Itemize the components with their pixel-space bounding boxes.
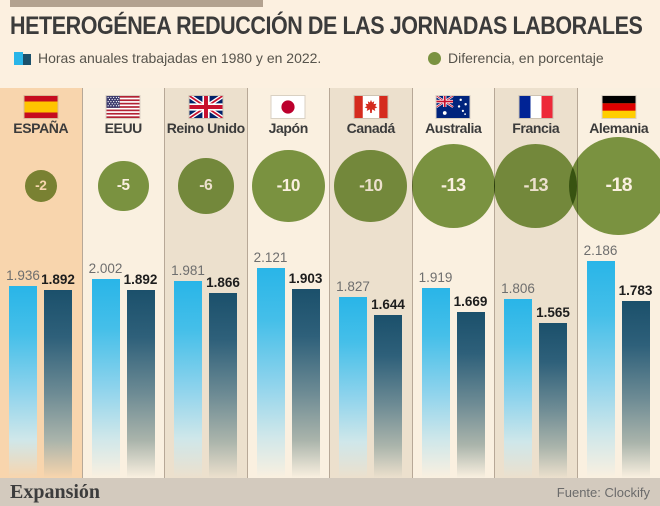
difference-circle: -18	[569, 136, 660, 236]
value-label-1980: 1.936	[6, 268, 40, 283]
difference-circle: -10	[251, 149, 325, 223]
value-label-2022: 1.892	[123, 272, 158, 287]
flag-canada-icon	[354, 96, 388, 118]
swatch-2022-icon	[23, 53, 31, 65]
value-label-2022: 1.669	[453, 294, 488, 309]
value-label-2022: 1.903	[288, 271, 323, 286]
top-accent-bar	[10, 0, 263, 7]
value-label-1980: 1.827	[336, 279, 370, 294]
legend-hours: Horas anuales trabajadas en 1980 y en 20…	[14, 50, 321, 66]
bar-2022	[456, 312, 485, 478]
page-title: HETEROGÉNEA REDUCCIÓN DE LAS JORNADAS LA…	[10, 12, 643, 40]
brand-logo: Expansión	[10, 481, 101, 503]
bar-1980	[256, 268, 285, 478]
value-label-1980: 2.186	[583, 243, 618, 258]
country-label: Reino Unido	[166, 120, 245, 136]
flag-germany-icon	[602, 96, 636, 118]
flag-uk-icon	[189, 96, 223, 118]
difference-circle: -6	[177, 158, 234, 214]
bar-2022	[539, 323, 567, 478]
bar-2022	[44, 290, 72, 478]
bar-2022	[291, 289, 320, 478]
bar-1980	[339, 297, 367, 478]
difference-circle: -13	[411, 144, 495, 228]
value-label-2022: 1.644	[371, 297, 405, 312]
country-label: Alemania	[589, 120, 649, 136]
country-column-germany: Alemania -18 2.186 1.783	[569, 88, 660, 478]
country-label: Japón	[268, 120, 309, 136]
flag-australia-icon	[436, 96, 470, 118]
difference-circle: -2	[24, 170, 57, 202]
difference-circle: -13	[494, 144, 578, 228]
difference-dot-icon	[428, 51, 441, 65]
source-credit: Fuente: Clockify	[556, 485, 650, 500]
difference-circle: -5	[97, 160, 149, 212]
value-label-2022: 1.892	[41, 272, 75, 287]
bar-2022	[374, 315, 402, 478]
country-label: Canadá	[346, 120, 396, 136]
country-column-japan: Japón -10 2.121 1.903	[247, 88, 330, 478]
bar-2022	[209, 293, 237, 478]
bar-1980	[586, 261, 615, 478]
country-column-australia: Australia -13 1.919 1.669	[411, 88, 495, 478]
value-label-2022: 1.866	[206, 275, 240, 290]
value-label-1980: 1.919	[418, 270, 453, 285]
bar-2022	[126, 290, 155, 478]
legend-difference: Diferencia, en porcentaje	[428, 50, 604, 66]
bar-swatch-pair-icon	[14, 51, 31, 65]
footer: Expansión Fuente: Clockify	[0, 478, 660, 506]
country-label: Francia	[512, 120, 560, 136]
flag-japan-icon	[271, 96, 305, 118]
bar-1980	[91, 279, 120, 478]
flag-france-icon	[519, 96, 553, 118]
legend-hours-label: Horas anuales trabajadas en 1980 y en 20…	[38, 50, 322, 66]
bar-1980	[9, 286, 37, 478]
bar-1980	[421, 288, 450, 478]
country-label: ESPAÑA	[13, 120, 69, 136]
difference-circle: -10	[334, 149, 408, 223]
value-label-1980: 1.981	[171, 263, 205, 278]
swatch-1980-icon	[14, 51, 23, 65]
country-column-usa: EEUU -5 2.002 1.892	[82, 88, 165, 478]
value-label-2022: 1.783	[618, 283, 653, 298]
bar-2022	[621, 301, 650, 478]
columns: ESPAÑA -2 1.936 1.892 EEUU -5 2.002 1.89…	[0, 88, 660, 478]
value-label-1980: 2.002	[88, 261, 123, 276]
value-label-2022: 1.565	[536, 305, 570, 320]
country-column-spain: ESPAÑA -2 1.936 1.892	[0, 88, 83, 478]
bar-1980	[504, 299, 532, 478]
country-column-canada: Canadá -10 1.827 1.644	[330, 88, 413, 478]
country-label: Australia	[425, 120, 482, 136]
value-label-1980: 1.806	[501, 281, 535, 296]
flag-spain-icon	[24, 96, 58, 118]
country-column-uk: Reino Unido -6 1.981 1.866	[165, 88, 248, 478]
value-label-1980: 2.121	[253, 250, 288, 265]
flag-usa-icon	[106, 96, 140, 118]
country-column-france: Francia -13 1.806 1.565	[494, 88, 578, 478]
legend-difference-label: Diferencia, en porcentaje	[448, 50, 604, 66]
country-label: EEUU	[104, 120, 143, 136]
bar-1980	[174, 281, 202, 478]
